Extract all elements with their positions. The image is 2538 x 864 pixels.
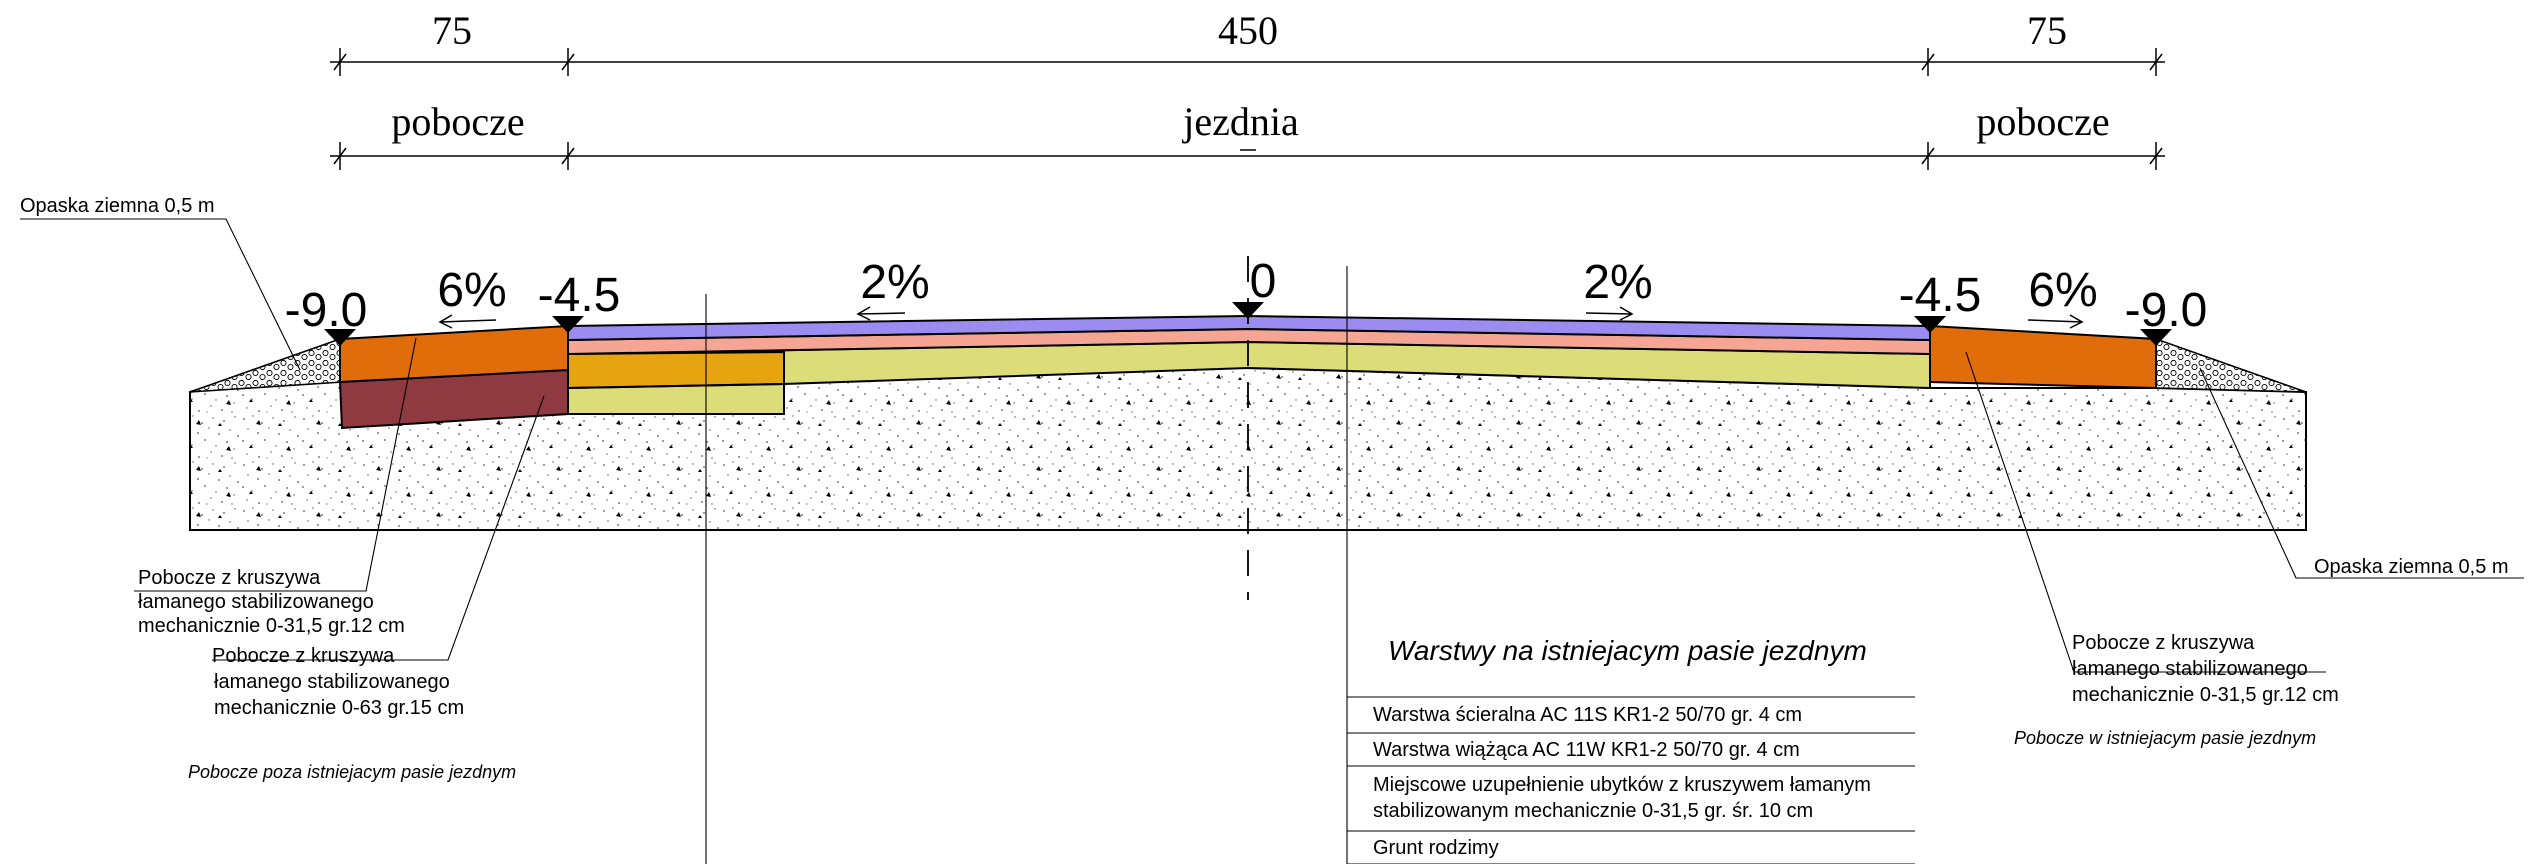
legend-row-aggregate-line2: stabilizowanym mechanicznie 0-31,5 gr. ś… bbox=[1373, 800, 1813, 822]
dimension-ticks bbox=[333, 48, 2163, 170]
cross-section bbox=[189, 149, 2307, 864]
slope-indicators: 6% 2% 2% 6% bbox=[437, 256, 2098, 329]
earth-band-left bbox=[189, 337, 343, 393]
slope-label-right-lane: 2% bbox=[1583, 256, 1652, 309]
level-label-right-inner: -4.5 bbox=[1899, 269, 1982, 322]
level-marker-right-outer bbox=[2140, 329, 2172, 346]
leader-lines bbox=[20, 218, 2524, 673]
dimension-left-width: 75 bbox=[432, 8, 472, 53]
leader-right-shoulder bbox=[1965, 351, 2326, 673]
callout-left-shoulder-b: Pobocze z kruszywa łamanego stabilizowan… bbox=[212, 645, 464, 719]
level-label-left-outer: -9.0 bbox=[285, 284, 368, 337]
dimension-center-width: 450 bbox=[1218, 8, 1278, 53]
level-label-axis: 0 bbox=[1250, 255, 1277, 308]
caption-right-shoulder: Pobocze w istniejacym pasie jezdnym bbox=[2014, 728, 2316, 748]
leader-earth-band-right bbox=[2199, 367, 2524, 579]
callout-left-shoulder-b-line2: łamanego stabilizowanego bbox=[214, 671, 450, 693]
right-shoulder-aggregate-layer bbox=[1929, 324, 2157, 390]
legend-row-wearing-course: Warstwa ścieralna AC 11S KR1-2 50/70 gr.… bbox=[1373, 704, 1802, 726]
slope-label-left-shoulder: 6% bbox=[437, 264, 506, 317]
legend-row-native-soil: Grunt rodzimy bbox=[1373, 837, 1499, 859]
callout-right-shoulder-line1: Pobocze z kruszywa bbox=[2072, 632, 2255, 654]
carriageway-aggregate-new bbox=[567, 350, 785, 390]
slope-arrow-left-lane bbox=[857, 312, 906, 315]
callout-earth-band-left: Opaska ziemna 0,5 m bbox=[20, 195, 215, 217]
earth-band-right bbox=[2155, 337, 2307, 393]
leader-left-shoulder-b bbox=[212, 395, 545, 661]
zone-label-left-shoulder: pobocze bbox=[391, 99, 524, 144]
caption-left-shoulder: Pobocze poza istniejacym pasie jezdnym bbox=[188, 762, 516, 782]
slope-label-left-lane: 2% bbox=[860, 256, 929, 309]
slope-arrow-right-lane bbox=[1585, 312, 1633, 315]
dimension-right-width: 75 bbox=[2027, 8, 2067, 53]
callout-left-shoulder-b-line3: mechanicznie 0-63 gr.15 cm bbox=[214, 697, 464, 719]
level-label-right-outer: -9.0 bbox=[2125, 284, 2208, 337]
callout-right-shoulder-line2: łamanego stabilizowanego bbox=[2072, 658, 2308, 680]
legend-row-aggregate-line1: Miejscowe uzupełnienie ubytków z kruszyw… bbox=[1373, 774, 1871, 796]
callout-left-shoulder-a: Pobocze z kruszywa łamanego stabilizowan… bbox=[138, 567, 405, 637]
level-label-left-inner: -4.5 bbox=[538, 269, 621, 322]
slope-label-right-shoulder: 6% bbox=[2028, 264, 2097, 317]
zone-label-carriageway: jezdnia bbox=[1181, 99, 1299, 144]
level-markers: -9.0 -4.5 0 -4.5 -9.0 bbox=[285, 255, 2208, 346]
callout-right-shoulder: Pobocze z kruszywa łamanego stabilizowan… bbox=[2072, 632, 2339, 706]
legend-rules bbox=[1347, 696, 1915, 864]
level-marker-left-outer bbox=[324, 329, 356, 346]
slope-arrow-left-shoulder bbox=[439, 319, 497, 323]
callout-left-shoulder-a-line3: mechanicznie 0-31,5 gr.12 cm bbox=[138, 615, 405, 637]
legend-row-binder-course: Warstwa wiążąca AC 11W KR1-2 50/70 gr. 4… bbox=[1373, 739, 1800, 761]
level-marker-axis bbox=[1232, 302, 1264, 319]
slope-arrows bbox=[438, 306, 2084, 329]
layers-legend: Warstwy na istniejacym pasie jezdnym War… bbox=[1347, 635, 1915, 864]
callout-earth-band-right: Opaska ziemna 0,5 m bbox=[2314, 556, 2509, 578]
level-marker-right-inner bbox=[1914, 316, 1946, 333]
callout-left-shoulder-a-line2: łamanego stabilizowanego bbox=[138, 591, 374, 613]
callout-left-shoulder-b-line1: Pobocze z kruszywa bbox=[212, 645, 395, 667]
dimension-lines: 75 450 75 pobocze jezdnia pobocze bbox=[330, 8, 2165, 170]
slope-arrow-right-shoulder bbox=[2027, 319, 2083, 323]
legend-title: Warstwy na istniejacym pasie jezdnym bbox=[1388, 635, 1867, 666]
leader-left-shoulder-a bbox=[134, 337, 417, 592]
zone-label-right-shoulder: pobocze bbox=[1976, 99, 2109, 144]
callout-left-shoulder-a-line1: Pobocze z kruszywa bbox=[138, 567, 321, 589]
callouts: Opaska ziemna 0,5 m Opaska ziemna 0,5 m … bbox=[20, 195, 2524, 782]
leader-earth-band-left bbox=[20, 218, 301, 371]
callout-right-shoulder-line3: mechanicznie 0-31,5 gr.12 cm bbox=[2072, 684, 2339, 706]
level-marker-left-inner bbox=[552, 316, 584, 333]
aggregate-divider bbox=[567, 383, 785, 389]
